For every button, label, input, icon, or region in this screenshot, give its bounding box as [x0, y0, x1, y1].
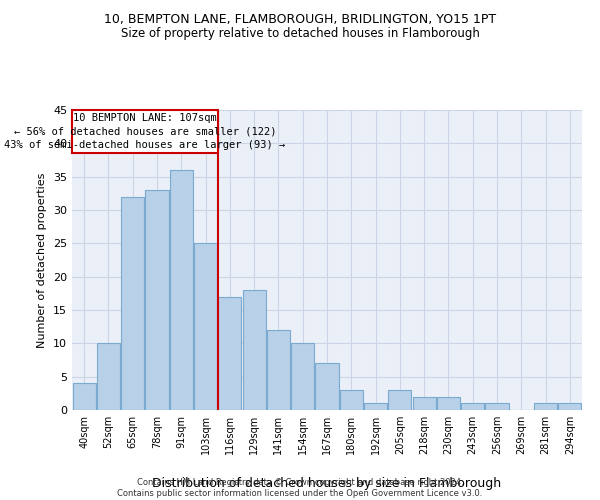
Bar [170, 170, 193, 410]
Bar [267, 330, 290, 410]
Bar [559, 404, 581, 410]
Y-axis label: Number of detached properties: Number of detached properties [37, 172, 47, 348]
Bar [291, 344, 314, 410]
Bar [340, 390, 363, 410]
Bar [461, 404, 484, 410]
Text: Size of property relative to detached houses in Flamborough: Size of property relative to detached ho… [121, 28, 479, 40]
Bar [121, 196, 144, 410]
Bar [437, 396, 460, 410]
Bar [413, 396, 436, 410]
Text: Contains HM Land Registry data © Crown copyright and database right 2024.
Contai: Contains HM Land Registry data © Crown c… [118, 478, 482, 498]
Bar [194, 244, 217, 410]
Bar [145, 190, 169, 410]
Bar [485, 404, 509, 410]
Bar [97, 344, 120, 410]
Bar [534, 404, 557, 410]
Bar [242, 290, 266, 410]
Bar [364, 404, 387, 410]
Bar [316, 364, 338, 410]
Text: Distribution of detached houses by size in Flamborough: Distribution of detached houses by size … [152, 477, 502, 490]
Bar [73, 384, 95, 410]
Bar [388, 390, 412, 410]
Text: 10 BEMPTON LANE: 107sqm
← 56% of detached houses are smaller (122)
43% of semi-d: 10 BEMPTON LANE: 107sqm ← 56% of detache… [4, 114, 286, 150]
FancyBboxPatch shape [72, 110, 218, 154]
Text: 10, BEMPTON LANE, FLAMBOROUGH, BRIDLINGTON, YO15 1PT: 10, BEMPTON LANE, FLAMBOROUGH, BRIDLINGT… [104, 12, 496, 26]
Bar [218, 296, 241, 410]
